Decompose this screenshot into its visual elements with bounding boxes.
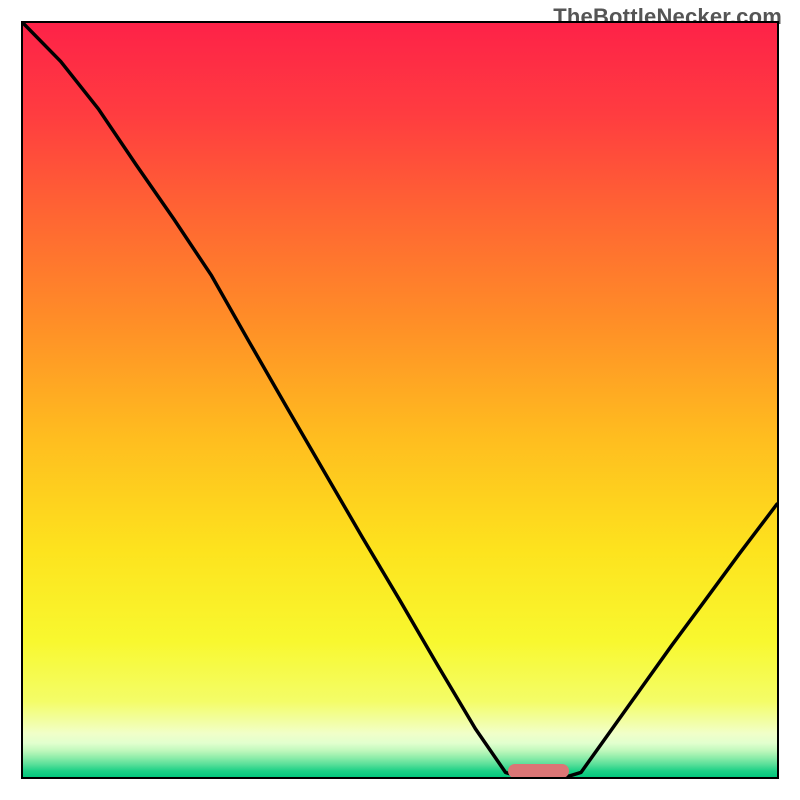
chart-background [23, 23, 777, 777]
chart-plot-area [21, 21, 779, 779]
bottleneck-chart [23, 23, 777, 777]
optimal-range-marker [508, 764, 569, 778]
